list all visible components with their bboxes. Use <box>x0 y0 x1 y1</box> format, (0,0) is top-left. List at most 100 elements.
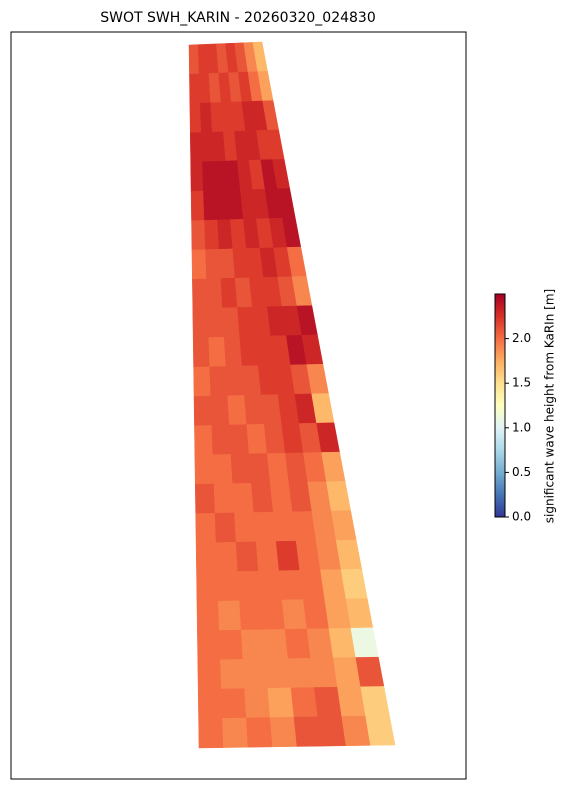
cell <box>210 395 230 426</box>
cell <box>350 627 379 658</box>
cell <box>225 365 245 397</box>
cell <box>265 658 292 689</box>
cell <box>340 568 368 600</box>
cell <box>269 482 293 513</box>
cell <box>251 482 274 513</box>
cell <box>255 541 280 572</box>
cell <box>195 542 218 573</box>
cell <box>267 687 295 718</box>
cell <box>223 336 243 367</box>
cell <box>281 599 308 630</box>
cell <box>202 161 217 192</box>
cell <box>275 540 301 572</box>
cell <box>209 366 228 397</box>
cell <box>278 570 304 601</box>
cell <box>190 161 204 192</box>
cell <box>197 630 221 661</box>
cell <box>269 716 298 748</box>
cell <box>293 716 322 747</box>
cell <box>287 657 315 689</box>
cell <box>212 454 233 485</box>
cell <box>234 512 257 543</box>
cell <box>306 628 334 659</box>
colorbar-tick-label: 1.0 <box>512 420 531 434</box>
cell <box>193 366 212 397</box>
cell <box>220 277 238 309</box>
plot-frame <box>10 31 467 780</box>
cell <box>197 659 222 690</box>
cell <box>232 482 255 514</box>
cell <box>206 278 223 309</box>
cell <box>197 688 223 719</box>
colorbar <box>494 293 506 518</box>
cell <box>188 44 200 75</box>
chart-title: SWOT SWH_KARIN - 20260320_024830 <box>100 10 376 26</box>
colorbar-tick-label: 0.5 <box>512 465 531 479</box>
colorbar-tick-label: 1.5 <box>512 376 531 390</box>
cell <box>313 686 343 718</box>
cell <box>272 511 297 542</box>
cell <box>218 248 236 279</box>
cell <box>192 337 211 368</box>
cell <box>227 395 248 426</box>
cell <box>230 453 252 484</box>
cell <box>221 688 247 719</box>
cell <box>246 424 268 455</box>
cell <box>214 512 237 543</box>
cell <box>248 453 271 484</box>
cell <box>198 718 224 749</box>
cell <box>204 219 220 250</box>
cell <box>201 131 215 163</box>
cell <box>192 307 209 339</box>
cell <box>208 336 227 368</box>
cell <box>246 717 273 748</box>
cell <box>317 716 347 747</box>
cell <box>258 570 283 601</box>
cell <box>365 715 396 746</box>
cell <box>237 570 262 602</box>
swath <box>188 41 396 749</box>
cell <box>290 687 319 718</box>
cell <box>345 598 374 629</box>
cell <box>189 132 203 163</box>
cell <box>242 658 269 689</box>
cell <box>241 365 262 396</box>
cell <box>196 571 219 602</box>
cell <box>192 278 208 309</box>
colorbar-tick-label: 2.0 <box>512 331 531 345</box>
cell <box>310 657 338 688</box>
cell <box>193 395 213 427</box>
cell <box>196 600 220 632</box>
colorbar-tick-label: 0.0 <box>512 510 531 524</box>
cell <box>205 249 222 280</box>
cell <box>215 541 239 573</box>
cell <box>253 511 277 543</box>
cell <box>216 571 240 602</box>
cell <box>211 424 232 455</box>
colorbar-label: significant wave height from KaRIn [m] <box>543 289 557 523</box>
cell <box>189 102 202 134</box>
cell <box>191 249 207 280</box>
cell <box>219 629 244 661</box>
cell <box>235 541 259 572</box>
cell <box>229 424 250 455</box>
cell <box>222 717 249 748</box>
cell <box>198 73 211 104</box>
cell <box>360 686 390 717</box>
cell <box>194 425 214 456</box>
cell <box>217 219 234 250</box>
cell <box>239 600 264 631</box>
cell <box>244 394 265 425</box>
cell <box>240 629 266 660</box>
cell <box>217 600 242 631</box>
cell <box>220 659 245 690</box>
cell <box>203 190 218 221</box>
cell <box>355 656 385 688</box>
cell <box>194 483 216 514</box>
cell <box>207 307 225 338</box>
cell <box>195 513 217 544</box>
cell <box>189 73 201 104</box>
cell <box>222 307 241 338</box>
